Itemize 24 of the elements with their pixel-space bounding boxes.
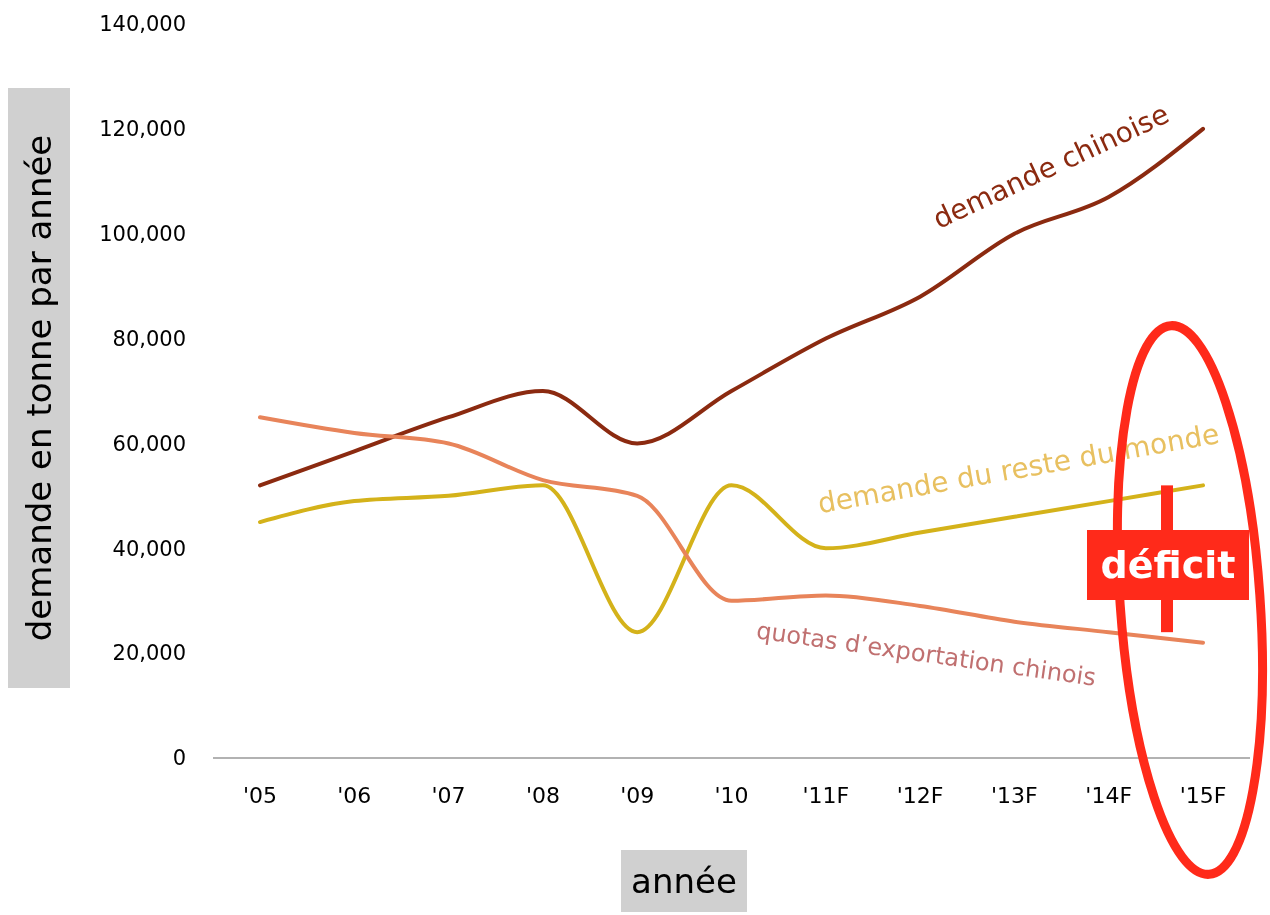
y-tick-label: 20,000 bbox=[112, 641, 186, 666]
x-tick-label: '15F bbox=[1179, 783, 1227, 808]
annotation: déficit bbox=[1100, 543, 1236, 588]
y-tick-label: 140,000 bbox=[99, 12, 186, 37]
x-tick-label: '10 bbox=[714, 783, 749, 808]
y-tick-label: 100,000 bbox=[99, 222, 186, 247]
y-axis-title: demande en tonne par année bbox=[18, 134, 59, 642]
x-tick-label: '05 bbox=[242, 783, 278, 808]
text: quotas d’exportation chinois bbox=[754, 616, 1098, 692]
y-tick-label: 120,000 bbox=[99, 117, 186, 142]
y-tick-label: 0 bbox=[172, 746, 186, 771]
y-tick-label: 80,000 bbox=[112, 326, 186, 351]
x-tick-label: '11F bbox=[802, 783, 850, 808]
x-axis-title: année bbox=[631, 860, 737, 901]
y-tick-label: 40,000 bbox=[112, 536, 186, 561]
x-tick-label: '06 bbox=[337, 783, 372, 808]
x-tick-label: '09 bbox=[620, 783, 655, 808]
x-tick-label: '13F bbox=[991, 783, 1038, 808]
text: demande du reste du monde bbox=[815, 417, 1222, 521]
x-tick-label: '12F bbox=[896, 783, 944, 808]
x-tick-label: '07 bbox=[431, 783, 466, 808]
x-tick-label: '08 bbox=[525, 783, 560, 808]
y-tick-label: 60,000 bbox=[112, 431, 186, 456]
x-tick-label: '14F bbox=[1085, 783, 1133, 808]
